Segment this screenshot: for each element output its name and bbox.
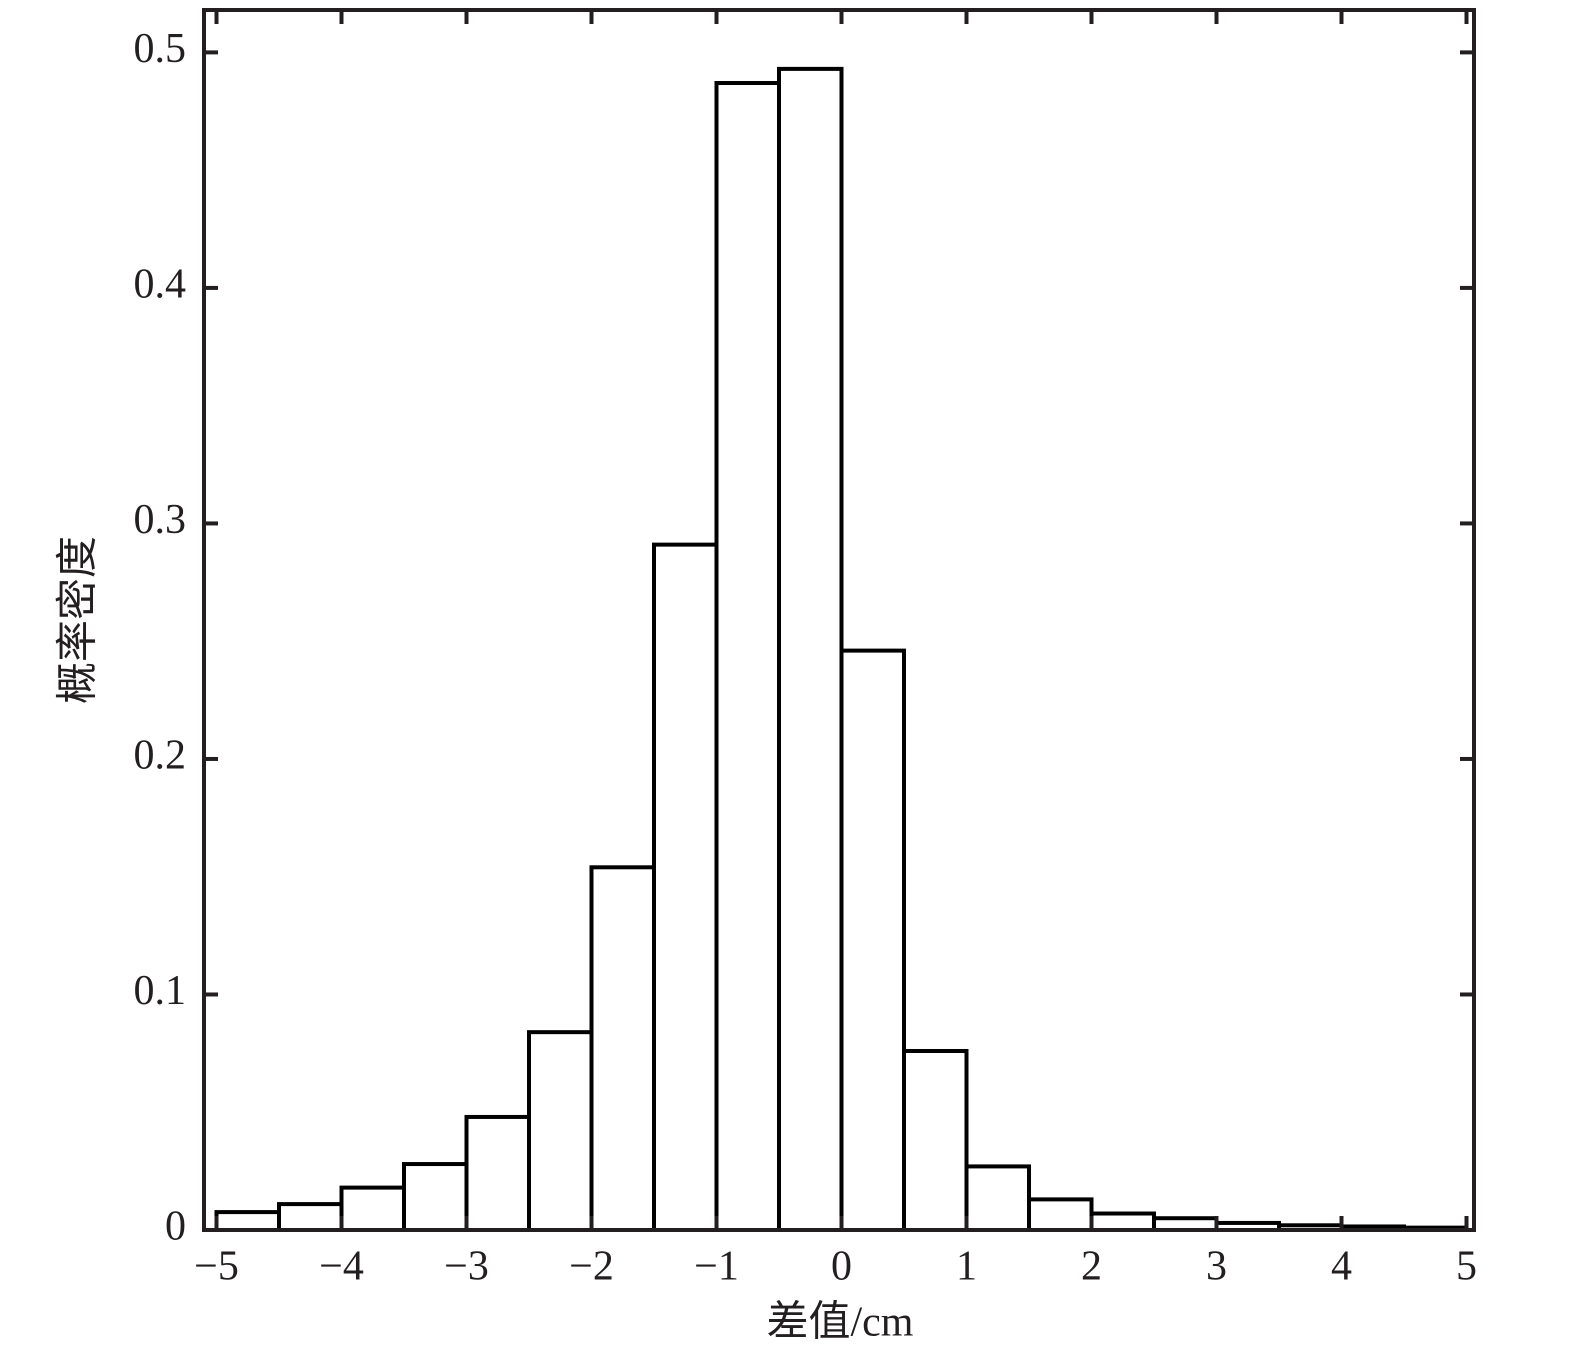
y-tick-label: 0.3 bbox=[134, 497, 187, 543]
x-tick-label: −2 bbox=[569, 1244, 614, 1290]
bar bbox=[652, 542, 719, 1232]
bar bbox=[402, 1162, 469, 1233]
y-tick-label: 0 bbox=[165, 1204, 186, 1250]
bar bbox=[464, 1114, 531, 1233]
x-tick-label: 2 bbox=[1081, 1244, 1102, 1290]
x-tick-label: 3 bbox=[1206, 1244, 1227, 1290]
x-tick-label: 0 bbox=[831, 1244, 852, 1290]
bar bbox=[277, 1202, 344, 1232]
y-tick-label: 0.2 bbox=[134, 733, 187, 779]
x-tick-label: −3 bbox=[444, 1244, 489, 1290]
y-tick-label: 0.5 bbox=[134, 26, 187, 72]
bar bbox=[1027, 1197, 1094, 1232]
x-tick-label: −4 bbox=[319, 1244, 364, 1290]
bar bbox=[339, 1185, 406, 1233]
bar bbox=[214, 1210, 281, 1232]
bar bbox=[902, 1049, 969, 1233]
plot-frame bbox=[202, 8, 1476, 1232]
y-tick-label: 0.1 bbox=[134, 968, 187, 1014]
y-tick-label: 0.4 bbox=[134, 262, 187, 308]
x-tick-label: −1 bbox=[694, 1244, 739, 1290]
x-tick-label: 4 bbox=[1331, 1244, 1352, 1290]
x-tick-label: 5 bbox=[1456, 1244, 1477, 1290]
bar bbox=[777, 66, 844, 1233]
bar bbox=[964, 1164, 1031, 1233]
y-axis-label: 概率密度 bbox=[55, 536, 102, 704]
x-axis-label: 差值/cm bbox=[767, 1300, 914, 1346]
x-tick-label: 1 bbox=[956, 1244, 977, 1290]
bar bbox=[714, 81, 781, 1232]
x-tick-label: −5 bbox=[194, 1244, 239, 1290]
bar bbox=[527, 1030, 594, 1232]
bar bbox=[1089, 1211, 1156, 1233]
bar bbox=[839, 648, 906, 1232]
bar bbox=[589, 865, 656, 1232]
